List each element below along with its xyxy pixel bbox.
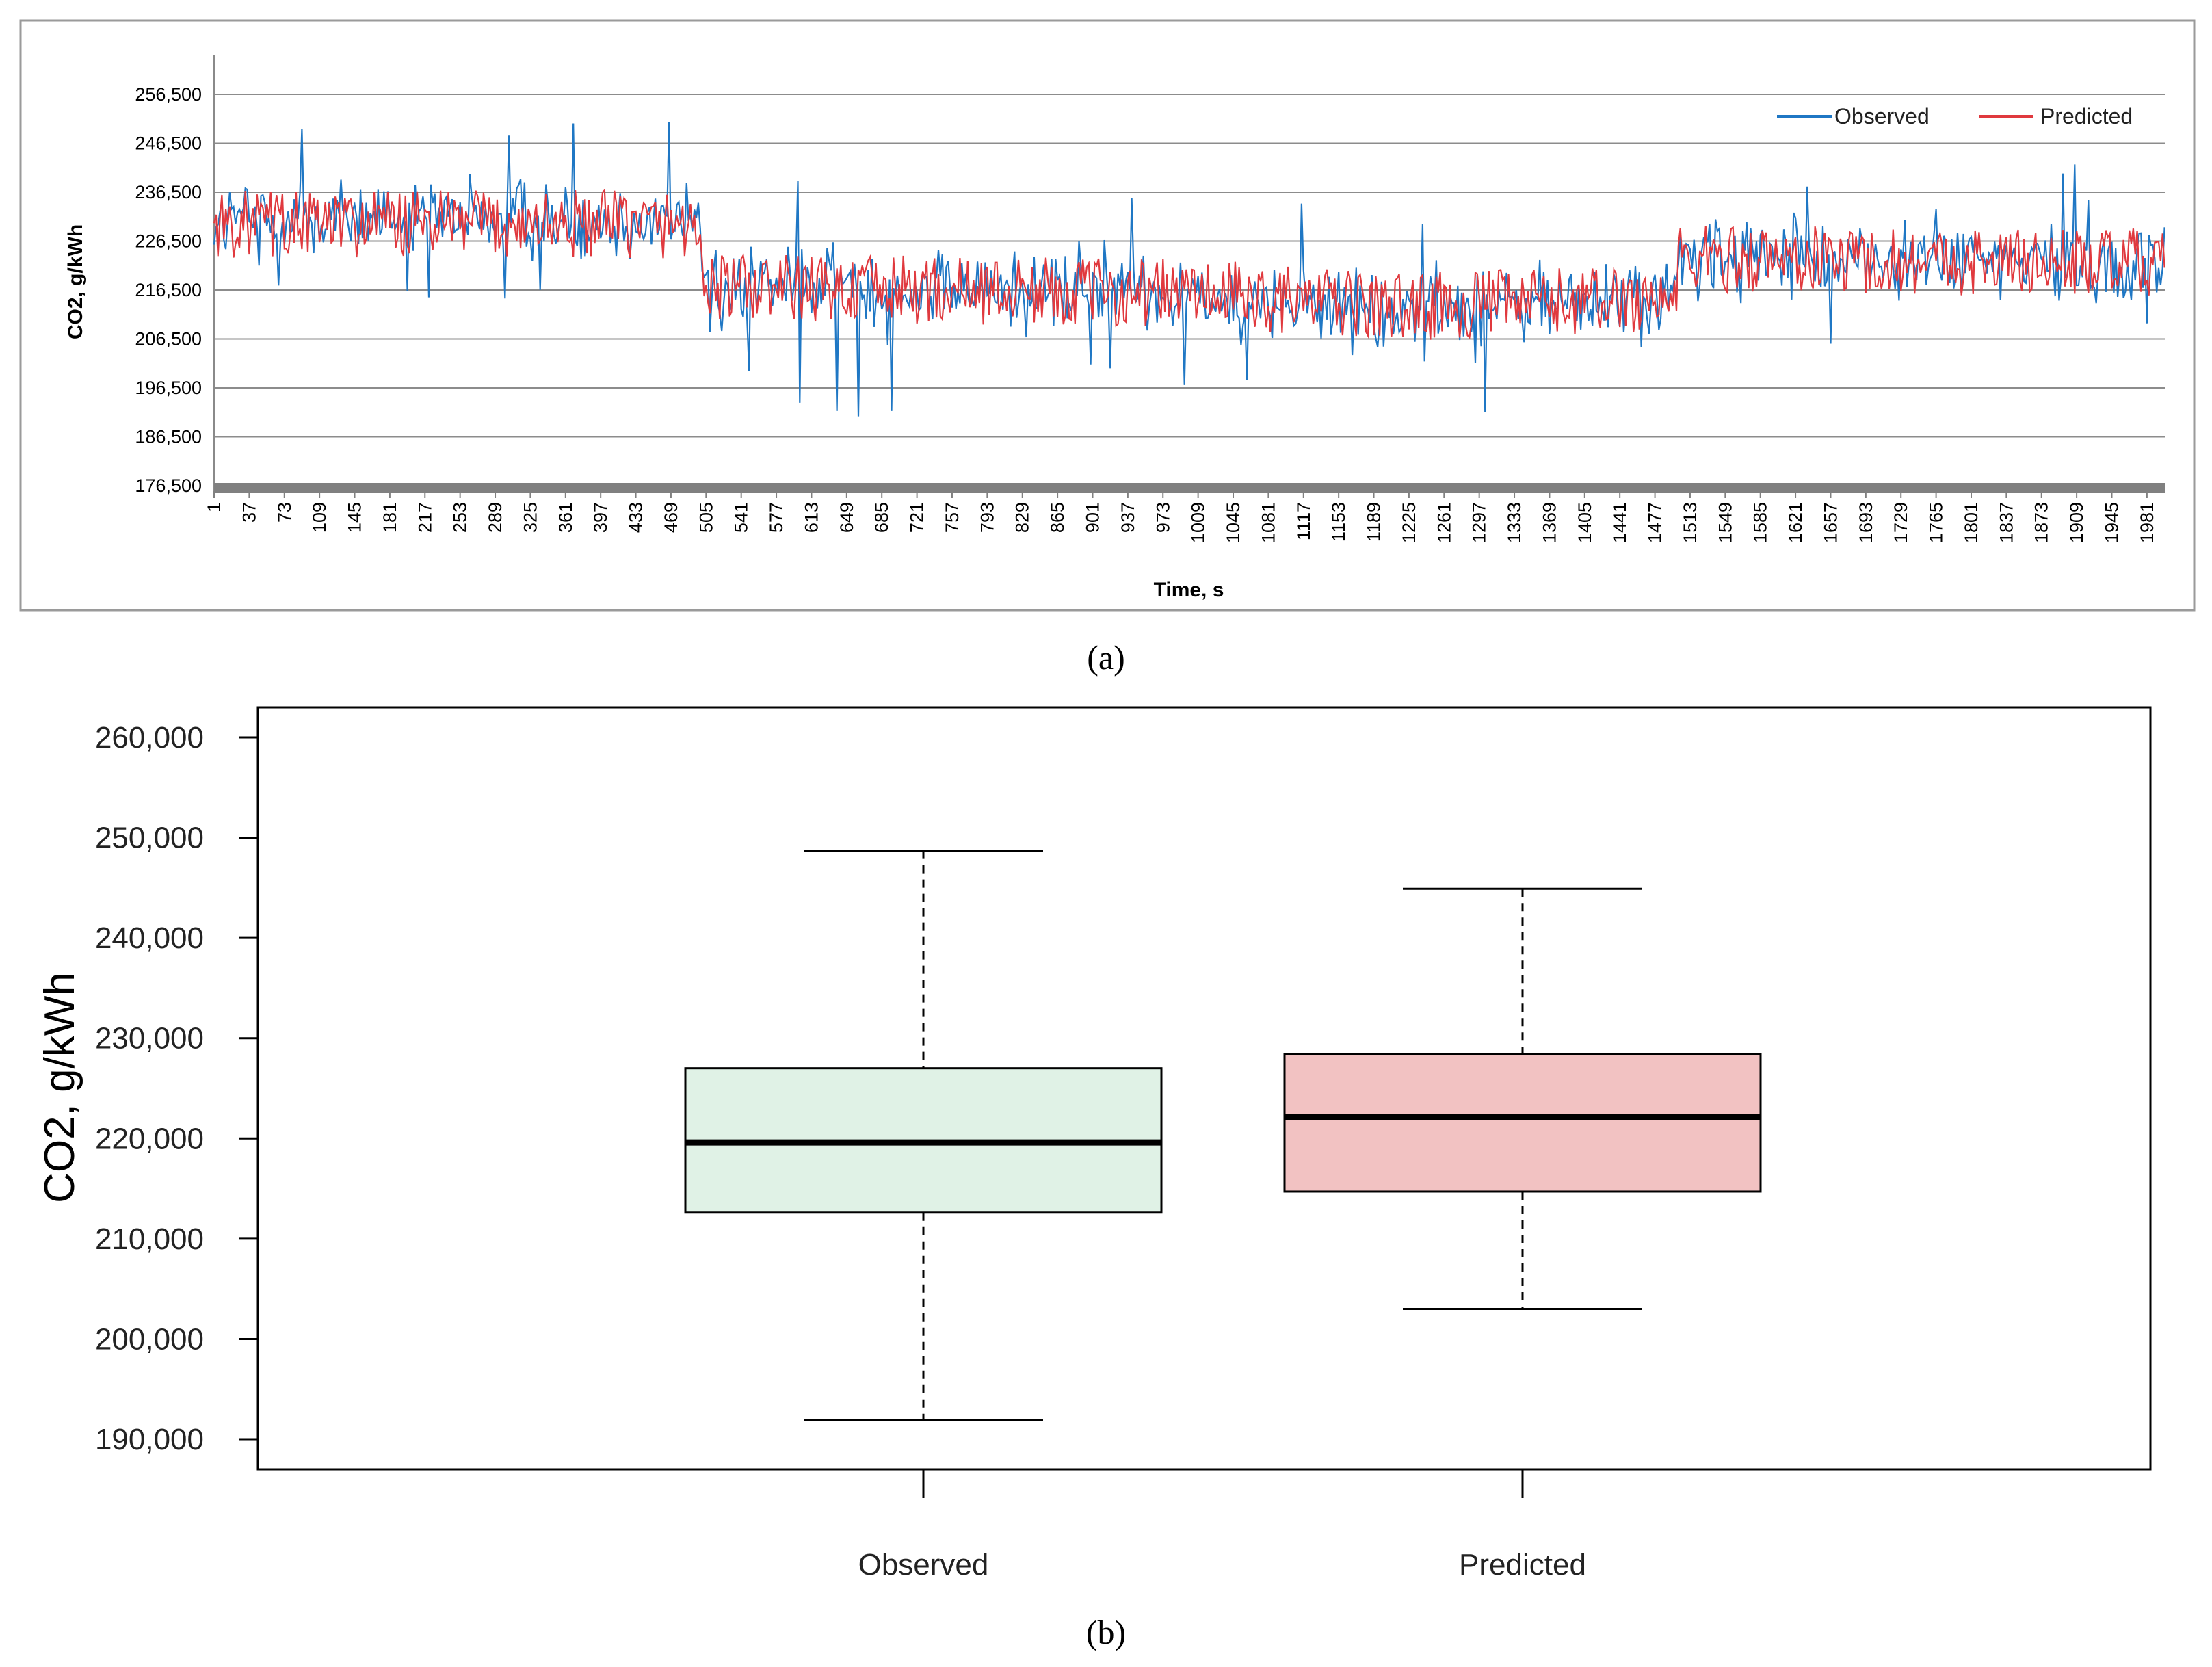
panel-a-x-tick-label: 1945 xyxy=(2102,502,2122,543)
panel-a-x-tick-label: 685 xyxy=(871,502,892,533)
panel-a-x-tick-label: 1081 xyxy=(1258,502,1278,543)
panel-a-y-tick-labels: 256,500 246,500 236,500 226,500 216,500 206,5… xyxy=(135,84,202,496)
panel-b-y-axis: 260,000 250,000 240,000 230,000 220,000 210,0… xyxy=(95,721,259,1456)
panel-a-line-chart: 256,500 246,500 236,500 226,500 216,500 206,5… xyxy=(19,19,2196,612)
panel-a-x-tick-label: 757 xyxy=(942,502,962,533)
panel-b-y-tick-label: 230,000 xyxy=(95,1022,204,1055)
panel-a-x-tick-label: 829 xyxy=(1012,502,1033,533)
panel-a-x-tick-label: 361 xyxy=(555,502,576,533)
panel-a-y-tick-label: 196,500 xyxy=(135,378,202,398)
panel-a-x-tick-label: 541 xyxy=(731,502,752,533)
panel-a-y-axis-title: CO2, g/kWh xyxy=(64,224,87,339)
panel-a-x-tick-label: 1909 xyxy=(2066,502,2087,543)
panel-a-x-tick-label: 1405 xyxy=(1575,502,1595,543)
panel-a-x-tick-label: 325 xyxy=(520,502,540,533)
panel-a-x-tick-label: 793 xyxy=(977,502,997,533)
panel-a-x-tick-label: 109 xyxy=(309,502,330,533)
panel-a-x-tick-label: 1873 xyxy=(2031,502,2052,543)
panel-a-y-tick-label: 176,500 xyxy=(135,475,202,496)
panel-a-x-axis-band xyxy=(214,483,2165,493)
panel-a-x-tick-label: 1009 xyxy=(1188,502,1209,543)
panel-a-x-tick-label: 865 xyxy=(1047,502,1068,533)
panel-a-x-tick-label: 1693 xyxy=(1856,502,1876,543)
panel-b-boxes xyxy=(684,850,1762,1421)
panel-a-x-tick-label: 1801 xyxy=(1961,502,1981,543)
panel-a-y-tick-label: 206,500 xyxy=(135,329,202,350)
panel-a-x-tick-label: 289 xyxy=(485,502,505,533)
series-predicted-line xyxy=(213,188,2165,340)
panel-a-x-tick-label: 1 xyxy=(204,502,224,512)
panel-b-y-tick-label: 240,000 xyxy=(95,921,204,955)
panel-a-x-tick-label: 1981 xyxy=(2137,502,2157,543)
caption-b: (b) xyxy=(1086,1613,1126,1651)
panel-a-x-tick-label: 505 xyxy=(696,502,716,533)
panel-a-y-tick-label: 216,500 xyxy=(135,280,202,300)
panel-a-x-tick-label: 973 xyxy=(1153,502,1173,533)
panel-a-x-tick-label: 649 xyxy=(837,502,857,533)
panel-a-x-tick-label: 145 xyxy=(345,502,365,533)
panel-a-x-tick-label: 1369 xyxy=(1539,502,1559,543)
panel-b-x-axis: Observed Predicted xyxy=(858,1468,1586,1581)
panel-a-x-tick-label: 1585 xyxy=(1750,502,1771,543)
panel-a-x-tick-label: 1261 xyxy=(1434,502,1454,543)
panel-a-x-tick-labels: 1 37 73 109 145 181 217 253 289 325 361 397 433 469 50… xyxy=(204,491,2157,543)
panel-b-y-tick-label: 200,000 xyxy=(95,1322,204,1356)
panel-b-y-tick-label: 220,000 xyxy=(95,1122,204,1155)
panel-a-y-tick-label: 226,500 xyxy=(135,231,202,252)
panel-a-x-tick-label: 1441 xyxy=(1609,502,1630,543)
panel-a-x-tick-label: 1153 xyxy=(1328,502,1349,542)
panel-b-y-tick-label: 260,000 xyxy=(95,721,204,754)
panel-a-x-tick-label: 1765 xyxy=(1926,502,1947,543)
panel-a-x-tick-label: 1657 xyxy=(1820,502,1841,543)
panel-a-x-tick-label: 1621 xyxy=(1785,502,1806,543)
panel-b-y-axis-title: CO2, g/kWh xyxy=(36,972,83,1203)
panel-a-gridlines xyxy=(214,94,2165,438)
panel-a-x-tick-label: 1333 xyxy=(1504,502,1525,543)
legend-observed-label: Observed xyxy=(1834,104,1930,129)
caption-a: (a) xyxy=(1087,638,1125,677)
panel-a-x-tick-label: 73 xyxy=(274,502,295,523)
panel-a-legend: Observed Predicted xyxy=(1777,104,2133,129)
panel-a-x-tick-label: 937 xyxy=(1118,502,1138,533)
panel-b-x-tick-label: Predicted xyxy=(1459,1548,1586,1581)
panel-a-x-tick-label: 613 xyxy=(801,502,821,533)
panel-a-x-tick-label: 1837 xyxy=(1996,502,2016,543)
panel-a-x-tick-label: 469 xyxy=(661,502,681,533)
panel-a-x-tick-label: 577 xyxy=(766,502,787,533)
box-iqr xyxy=(1283,1053,1762,1193)
panel-a-x-tick-label: 1117 xyxy=(1293,502,1314,540)
panel-a-x-tick-label: 1729 xyxy=(1891,502,1911,543)
panel-a-x-tick-label: 1045 xyxy=(1223,502,1243,543)
panel-b-plot-frame xyxy=(256,706,2152,1471)
box-observed xyxy=(684,850,1163,1421)
panel-a-x-tick-label: 1225 xyxy=(1399,502,1419,543)
box-predicted xyxy=(1283,887,1762,1310)
panel-a-x-tick-label: 397 xyxy=(590,502,611,533)
panel-a-x-tick-label: 181 xyxy=(380,502,400,533)
panel-a-x-axis-title: Time, s xyxy=(1154,579,1224,601)
panel-b-x-tick-label: Observed xyxy=(858,1548,989,1581)
panel-b-y-tick-label: 210,000 xyxy=(95,1222,204,1256)
panel-b-y-tick-label: 250,000 xyxy=(95,822,204,855)
panel-a-x-tick-label: 1513 xyxy=(1680,502,1700,543)
panel-a-x-tick-label: 217 xyxy=(414,502,435,533)
panel-a-y-tick-label: 246,500 xyxy=(135,133,202,154)
panel-a-x-tick-label: 1477 xyxy=(1645,502,1665,543)
legend-predicted-label: Predicted xyxy=(2040,104,2133,129)
panel-a-y-tick-label: 186,500 xyxy=(135,427,202,447)
panel-a-x-tick-label: 1549 xyxy=(1715,502,1735,543)
panel-a-x-tick-label: 1189 xyxy=(1364,502,1384,542)
panel-a-x-tick-label: 721 xyxy=(907,502,927,533)
panel-a-x-tick-label: 901 xyxy=(1082,502,1103,533)
panel-a-x-tick-label: 253 xyxy=(450,502,471,533)
panel-a-y-tick-label: 256,500 xyxy=(135,84,202,105)
panel-a-x-tick-label: 433 xyxy=(626,502,646,533)
panel-a-x-tick-label: 1297 xyxy=(1469,502,1490,543)
panel-a-y-tick-label: 236,500 xyxy=(135,182,202,202)
panel-b-y-tick-label: 190,000 xyxy=(95,1423,204,1456)
panel-b-box-plot: 260,000 250,000 240,000 230,000 220,000 210,0… xyxy=(36,706,2152,1581)
panel-a-x-tick-label: 37 xyxy=(239,502,259,523)
panel-a-series xyxy=(213,122,2165,417)
